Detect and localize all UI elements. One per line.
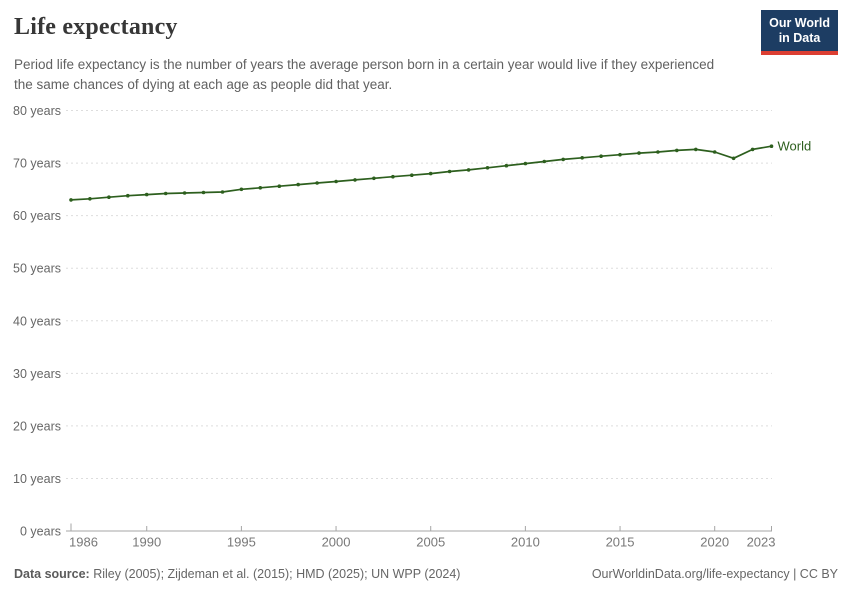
data-point[interactable]	[599, 154, 603, 158]
x-axis-tick-label: 2005	[416, 535, 445, 550]
x-axis-tick-label: 1995	[227, 535, 256, 550]
data-point[interactable]	[675, 148, 679, 153]
owid-logo-line1: Our World	[769, 16, 830, 30]
data-point[interactable]	[126, 193, 130, 198]
data-point[interactable]	[315, 181, 319, 185]
x-axis-tick-label: 1986	[69, 535, 98, 550]
y-axis-tick-label: 20 years	[13, 419, 61, 433]
x-axis-tick-label: 2000	[322, 535, 351, 550]
x-axis-tick-label: 1990	[132, 535, 161, 550]
data-point[interactable]	[69, 198, 73, 202]
page-title: Life expectancy	[14, 14, 178, 40]
data-point[interactable]	[712, 150, 717, 154]
x-axis-tick-label: 2015	[606, 535, 635, 550]
data-point[interactable]	[220, 190, 225, 194]
data-source-value: Riley (2005); Zijdeman et al. (2015); HM…	[89, 567, 461, 581]
chart-footer: Data source: Riley (2005); Zijdeman et a…	[14, 567, 838, 581]
chart-subtitle: Period life expectancy is the number of …	[14, 57, 715, 92]
data-point[interactable]	[504, 163, 509, 168]
data-source-label: Data source:	[14, 567, 90, 581]
y-axis-tick-label: 50 years	[13, 262, 61, 276]
data-point[interactable]	[201, 190, 206, 195]
series-label-world[interactable]: World	[778, 139, 812, 154]
data-point[interactable]	[618, 152, 622, 157]
data-point[interactable]	[750, 147, 755, 152]
data-point[interactable]	[334, 179, 338, 184]
data-point[interactable]	[372, 176, 376, 181]
data-point[interactable]	[410, 173, 414, 177]
data-point[interactable]	[637, 151, 641, 155]
y-axis-tick-label: 80 years	[13, 104, 61, 118]
owid-logo-line2: in Data	[778, 31, 821, 45]
footer-right: OurWorldinData.org/life-expectancy | CC …	[592, 567, 838, 581]
data-point[interactable]	[731, 156, 736, 161]
data-point[interactable]	[656, 150, 660, 154]
data-point[interactable]	[694, 147, 698, 152]
data-point[interactable]	[542, 159, 547, 164]
data-source-text: Data source: Riley (2005); Zijdeman et a…	[14, 567, 460, 581]
data-point[interactable]	[88, 197, 92, 201]
data-point[interactable]	[353, 178, 357, 182]
data-point[interactable]	[277, 184, 282, 188]
owid-url-link[interactable]: OurWorldinData.org/life-expectancy	[591, 567, 790, 581]
y-axis-tick-label: 0 years	[20, 525, 61, 539]
license-badge: | CC BY	[789, 567, 838, 581]
x-axis-tick-label: 2020	[700, 535, 729, 550]
y-axis-tick-label: 40 years	[13, 314, 61, 328]
data-point[interactable]	[485, 166, 490, 170]
series-line-world[interactable]	[70, 145, 772, 201]
data-point[interactable]	[561, 157, 565, 162]
y-axis-tick-label: 60 years	[13, 209, 61, 223]
data-point[interactable]	[447, 169, 452, 174]
data-point[interactable]	[182, 191, 187, 195]
y-axis-tick-label: 10 years	[13, 472, 61, 486]
data-point[interactable]	[769, 144, 774, 148]
data-point[interactable]	[523, 161, 528, 166]
data-point[interactable]	[107, 195, 111, 199]
data-point[interactable]	[163, 191, 168, 196]
y-axis-tick-label: 30 years	[13, 367, 61, 381]
data-point[interactable]	[239, 187, 244, 192]
data-point[interactable]	[466, 168, 471, 172]
data-point[interactable]	[296, 182, 301, 187]
x-axis-tick-label: 2010	[511, 535, 540, 550]
data-point[interactable]	[144, 192, 149, 197]
owid-logo[interactable]: Our World in Data	[761, 10, 838, 55]
data-point[interactable]	[580, 156, 584, 160]
data-point[interactable]	[428, 171, 433, 176]
x-axis-tick-label: 2023	[747, 535, 776, 550]
data-point[interactable]	[258, 186, 263, 190]
data-point[interactable]	[391, 174, 395, 179]
y-axis-tick-label: 70 years	[13, 157, 61, 171]
